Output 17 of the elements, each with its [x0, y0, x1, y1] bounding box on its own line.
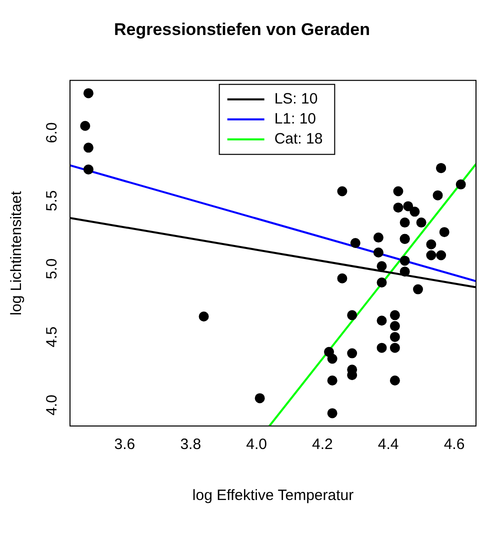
y-tick-label: 4.0	[44, 394, 61, 416]
x-tick-label: 3.8	[180, 436, 202, 454]
x-tick-label: 4.2	[312, 436, 333, 454]
x-tick-label: 3.6	[114, 436, 136, 454]
x-tick-label: 4.6	[444, 436, 465, 454]
y-tick-label: 6.0	[44, 122, 61, 144]
x-tick-label: 4.4	[378, 436, 399, 454]
legend-label: LS: 10	[274, 90, 318, 108]
y-tick-label: 5.5	[44, 190, 61, 212]
legend-label: Cat: 18	[274, 130, 323, 148]
x-tick-label: 4.0	[246, 436, 267, 454]
y-tick-label: 5.0	[44, 258, 61, 280]
y-axis-title: log Lichtintensitaet	[8, 190, 26, 316]
legend-label: L1: 10	[274, 110, 316, 128]
y-tick-label: 4.5	[44, 326, 61, 348]
chart-title: Regressionstiefen von Geraden	[114, 20, 370, 39]
x-axis-title: log Effektive Temperatur	[192, 487, 354, 504]
